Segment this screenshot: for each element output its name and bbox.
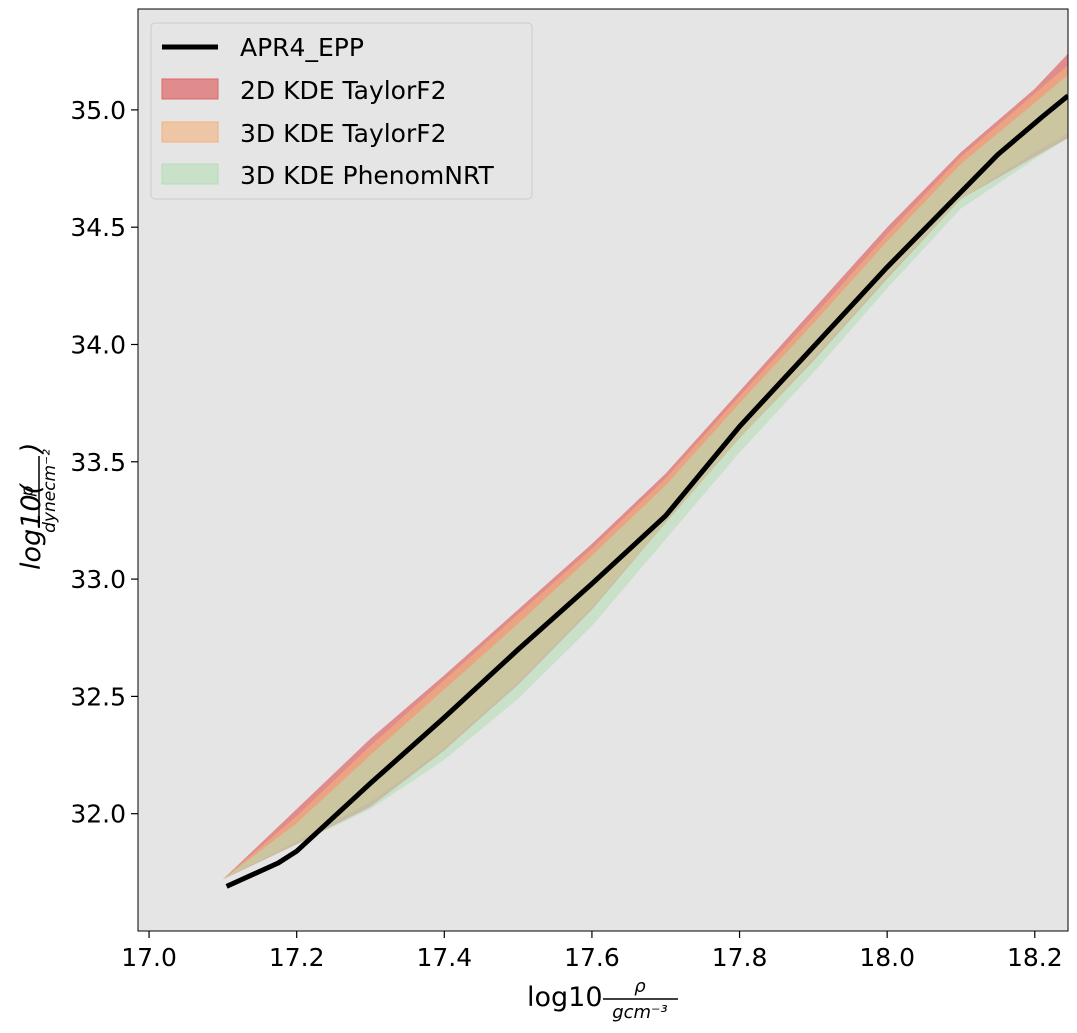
band-2d-kde-taylorf2 (222, 53, 1068, 880)
band-3d-kde-taylorf2 (222, 65, 1068, 880)
y-axis-label-close: ) (16, 442, 47, 455)
legend-swatch-3d-kde-taylorf2 (161, 121, 219, 143)
legend: APR4_EPP 2D KDE TaylorF2 3D KDE TaylorF2… (150, 22, 533, 200)
y-tick-label: 33.5 (70, 448, 126, 477)
legend-swatch-3d-kde-phenomnrt (161, 163, 219, 185)
y-axis-label: log10( p dynecm⁻² ) (16, 442, 60, 570)
x-axis-label-numerator: ρ (634, 976, 646, 997)
x-axis-label-main: log10 (527, 982, 603, 1013)
legend-label-2d-kde-taylorf2: 2D KDE TaylorF2 (240, 76, 447, 105)
legend-label-apr4: APR4_EPP (240, 33, 364, 62)
y-tick-label: 34.5 (70, 213, 126, 242)
y-tick-label: 35.0 (70, 96, 126, 125)
line-layer (225, 93, 1068, 889)
y-axis-label-numerator: p (18, 485, 38, 497)
y-tick-label: 34.0 (70, 330, 126, 359)
x-axis-label-denominator: gcm⁻³ (612, 1002, 668, 1023)
legend-frame (150, 22, 533, 200)
legend-label-3d-kde-phenomnrt: 3D KDE PhenomNRT (240, 161, 495, 190)
bands-layer (222, 53, 1068, 880)
x-tick-label: 17.0 (121, 943, 177, 972)
series-line-apr4-epp (225, 93, 1068, 889)
x-tick-label: 18.0 (859, 943, 915, 972)
y-axis: 32.0 32.5 33.0 33.5 34.0 34.5 35.0 (70, 96, 138, 829)
plot-frame (137, 8, 1069, 932)
x-tick-label: 17.8 (712, 943, 768, 972)
band-3d-kde-phenomnrt (222, 74, 1068, 880)
x-axis: 17.0 17.2 17.4 17.6 17.8 18.0 18.2 (121, 931, 1063, 972)
y-axis-label-main: log10( (16, 482, 47, 570)
x-tick-label: 18.2 (1007, 943, 1063, 972)
legend-label-3d-kde-taylorf2: 3D KDE TaylorF2 (240, 119, 447, 148)
y-tick-label: 32.0 (70, 800, 126, 829)
x-axis-label: log10 ρ gcm⁻³ (527, 976, 678, 1023)
legend-swatch-2d-kde-taylorf2 (161, 78, 219, 100)
x-tick-label: 17.4 (416, 943, 472, 972)
x-tick-label: 17.6 (564, 943, 620, 972)
y-tick-label: 32.5 (70, 682, 126, 711)
y-tick-label: 33.0 (70, 565, 126, 594)
x-tick-label: 17.2 (269, 943, 325, 972)
y-axis-label-denominator: dynecm⁻² (40, 449, 60, 533)
